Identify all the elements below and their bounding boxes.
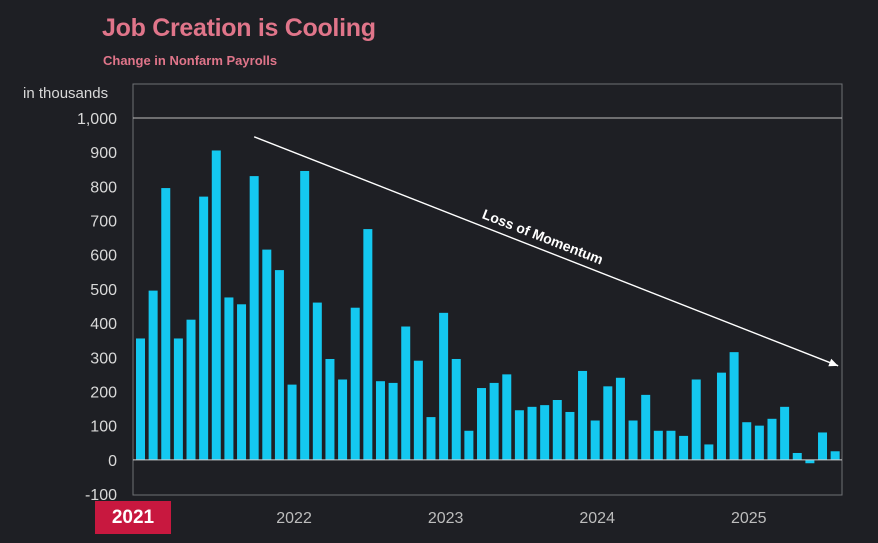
y-tick-label: 200 xyxy=(90,384,117,401)
year-badge-2021: 2021 xyxy=(95,501,171,534)
bar xyxy=(375,381,385,460)
bar xyxy=(388,382,398,460)
bar xyxy=(565,411,575,460)
bar xyxy=(489,382,499,460)
y-tick-label: 1,000 xyxy=(77,111,117,128)
bar xyxy=(729,352,739,460)
bar xyxy=(237,304,247,460)
bar xyxy=(666,430,676,460)
y-axis-unit-label: in thousands xyxy=(23,85,109,102)
bar xyxy=(451,358,461,460)
bar xyxy=(199,196,209,460)
y-tick-label: 300 xyxy=(90,350,117,367)
bar xyxy=(830,451,840,460)
chart-title: Job Creation is Cooling xyxy=(102,14,376,42)
y-tick-label: 900 xyxy=(90,145,117,162)
bar xyxy=(464,430,474,460)
bar xyxy=(704,444,714,460)
bar xyxy=(363,229,373,460)
bar xyxy=(805,459,815,464)
bar xyxy=(603,386,613,460)
bar xyxy=(502,374,512,460)
y-tick-label: 800 xyxy=(90,179,117,196)
bar xyxy=(527,406,537,460)
x-tick-label: 2023 xyxy=(428,510,464,527)
bar xyxy=(338,379,348,460)
bar xyxy=(136,338,145,460)
bar xyxy=(578,370,588,460)
annotation-label: Loss of Momentum xyxy=(480,206,605,268)
bar xyxy=(439,312,449,460)
bar xyxy=(716,372,726,460)
bar xyxy=(300,170,310,460)
chart-subtitle: Change in Nonfarm Payrolls xyxy=(103,53,278,68)
bar xyxy=(792,452,802,460)
bar xyxy=(780,406,790,460)
bar xyxy=(691,379,701,460)
bar xyxy=(477,388,487,460)
bar xyxy=(173,338,183,460)
y-tick-label: 100 xyxy=(90,419,117,436)
x-tick-label: 2022 xyxy=(276,510,312,527)
bar xyxy=(552,400,562,460)
bar xyxy=(818,432,828,460)
bar xyxy=(754,425,764,460)
bar xyxy=(628,420,638,460)
bar xyxy=(186,319,196,460)
y-tick-label: 0 xyxy=(108,453,117,470)
bar xyxy=(590,420,600,460)
bar xyxy=(426,417,436,460)
bar xyxy=(224,297,234,460)
trend-arrow-head xyxy=(828,358,839,367)
bar xyxy=(653,430,663,460)
bar xyxy=(742,422,752,460)
x-tick-label: 2024 xyxy=(579,510,615,527)
bar xyxy=(312,302,322,460)
bar xyxy=(325,358,335,460)
y-tick-label: 700 xyxy=(90,214,117,231)
x-tick-label: 2025 xyxy=(731,510,767,527)
y-tick-label: 600 xyxy=(90,248,117,265)
plot-frame xyxy=(132,83,843,496)
bar xyxy=(615,377,625,460)
bar xyxy=(274,270,284,460)
bar xyxy=(161,188,171,460)
bar xyxy=(540,405,550,460)
bar xyxy=(262,249,272,460)
bar xyxy=(401,326,411,460)
y-tick-label: 400 xyxy=(90,316,117,333)
bar xyxy=(287,384,297,460)
bar xyxy=(148,290,158,460)
bar xyxy=(641,394,651,460)
bar xyxy=(211,150,221,460)
bar xyxy=(249,176,259,460)
trend-arrow-line xyxy=(253,136,839,367)
bar xyxy=(413,360,423,460)
bar xyxy=(679,435,689,460)
y-tick-label: 500 xyxy=(90,282,117,299)
bar xyxy=(767,418,777,460)
y-tick-label: -100 xyxy=(85,487,117,504)
bar xyxy=(514,410,524,460)
bar xyxy=(350,307,360,460)
